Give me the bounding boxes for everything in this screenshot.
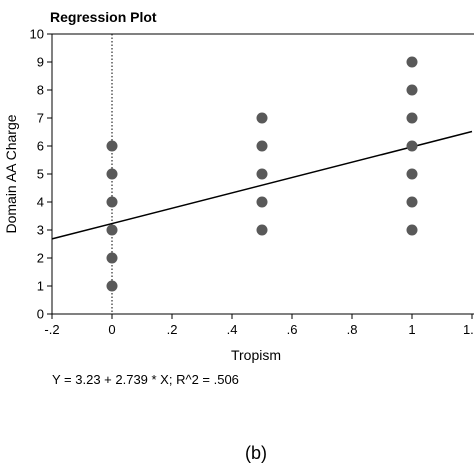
data-point [256,196,268,208]
y-tick-label: 1 [37,279,44,294]
x-tick-label: 0 [108,322,115,337]
data-point [406,168,418,180]
data-point [106,168,118,180]
data-point [256,168,268,180]
y-tick-label: 7 [37,111,44,126]
data-point [106,196,118,208]
data-point [406,84,418,96]
data-point [406,140,418,152]
y-axis-label: Domain AA Charge [3,114,19,233]
y-tick-label: 6 [37,139,44,154]
x-tick-label: .4 [227,322,238,337]
figure-caption: (b) [245,443,267,463]
chart-title: Regression Plot [50,9,157,25]
y-tick-label: 0 [37,307,44,322]
data-point [106,224,118,236]
y-tick-label: 9 [37,55,44,70]
y-tick-label: 10 [30,27,44,42]
data-point [106,280,118,292]
data-point [106,140,118,152]
x-tick-label: 1.2 [463,322,474,337]
data-point [106,252,118,264]
y-tick-label: 2 [37,251,44,266]
regression-line [51,130,473,240]
y-tick-label: 5 [37,167,44,182]
x-axis-label: Tropism [231,347,281,363]
x-axis: -.2 0 .2 .4 .6 .8 1 1.2 [44,314,474,337]
x-tick-label: -.2 [44,322,59,337]
y-tick-label: 8 [37,83,44,98]
data-point [406,224,418,236]
x-tick-label: 1 [408,322,415,337]
data-point [406,112,418,124]
x-tick-label: .2 [167,322,178,337]
x-tick-label: .8 [347,322,358,337]
x-tick-label: .6 [287,322,298,337]
y-tick-label: 4 [37,195,44,210]
data-point [256,224,268,236]
data-point [256,140,268,152]
data-point [406,56,418,68]
y-tick-label: 3 [37,223,44,238]
data-points [106,56,418,292]
regression-equation: Y = 3.23 + 2.739 * X; R^2 = .506 [52,372,239,387]
data-point [256,112,268,124]
y-axis: 0 1 2 3 4 5 6 7 8 9 10 [30,27,52,322]
data-point [406,196,418,208]
